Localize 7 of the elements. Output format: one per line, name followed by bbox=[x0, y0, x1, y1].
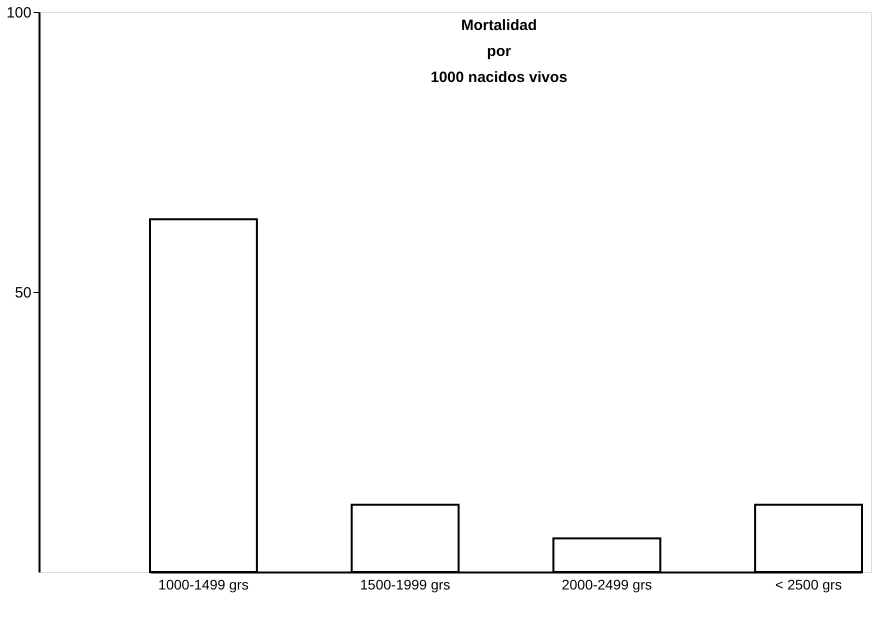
x-tick-label: 1500-1999 grs bbox=[360, 576, 450, 592]
text: Mortalidad por 1000 nacidos vivos bbox=[430, 17, 568, 86]
y-tick-label: 100 bbox=[6, 4, 32, 22]
x-tick-label: 2000-2499 grs bbox=[562, 576, 652, 592]
x-tick-label: 1000-1499 grs bbox=[158, 576, 249, 592]
x-tick-label: < 2500 grs bbox=[775, 576, 842, 592]
y-tick-label: 50 bbox=[14, 284, 32, 302]
